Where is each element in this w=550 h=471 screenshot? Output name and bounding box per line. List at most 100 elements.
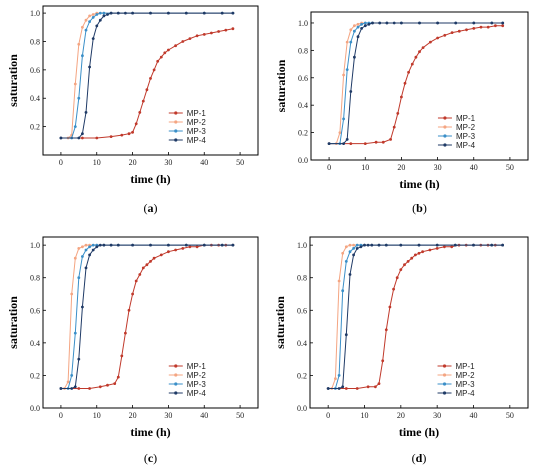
data-point-mp-3 [360, 22, 363, 26]
data-point-mp-1 [435, 247, 439, 250]
data-point-mp-1 [450, 245, 454, 249]
data-point-mp-1 [381, 359, 385, 363]
data-point-mp-4 [59, 387, 63, 390]
data-point-mp-4 [377, 243, 381, 247]
data-point-mp-4 [417, 243, 421, 247]
data-point-mp-1 [149, 77, 152, 80]
series-line-mp-1 [329, 25, 503, 145]
data-point-mp-1 [403, 263, 406, 267]
series-line-mp-3 [60, 12, 233, 139]
x-tick-label: 30 [434, 163, 442, 172]
legend-label: MP-2 [456, 371, 476, 380]
data-point-mp-3 [356, 25, 360, 29]
data-point-mp-1 [414, 55, 418, 59]
data-point-mp-1 [145, 263, 149, 267]
data-point-mp-4 [167, 243, 170, 247]
data-point-mp-3 [84, 248, 88, 252]
data-point-mp-3 [344, 260, 348, 263]
data-point-mp-4 [91, 248, 95, 252]
data-point-mp-4 [131, 243, 135, 247]
legend: MP-1MP-2MP-3MP-4 [168, 109, 207, 145]
y-tick-label: 0.2 [30, 123, 40, 132]
data-point-mp-4 [70, 387, 74, 390]
legend-marker [174, 382, 178, 386]
data-point-mp-3 [341, 289, 345, 293]
data-point-mp-3 [91, 16, 95, 19]
legend-label: MP-2 [187, 371, 207, 380]
data-point-mp-1 [421, 250, 424, 254]
data-point-mp-4 [184, 243, 188, 247]
data-point-mp-1 [417, 251, 421, 255]
data-point-mp-4 [385, 21, 389, 25]
data-point-mp-3 [348, 250, 352, 254]
legend-label: MP-3 [187, 127, 207, 136]
data-point-mp-4 [359, 245, 363, 249]
legend-label: MP-4 [187, 136, 207, 145]
data-point-mp-3 [102, 11, 106, 15]
data-point-mp-3 [81, 54, 84, 58]
legend-marker [174, 111, 178, 115]
data-point-mp-1 [174, 248, 178, 252]
x-tick-label: 10 [93, 411, 101, 420]
data-point-mp-1 [344, 387, 348, 390]
data-point-mp-1 [88, 387, 91, 390]
data-point-mp-1 [349, 142, 353, 146]
data-point-mp-1 [174, 44, 178, 48]
data-point-mp-1 [450, 31, 454, 34]
data-point-mp-4 [73, 385, 77, 389]
data-point-mp-4 [131, 11, 135, 15]
data-point-mp-1 [106, 383, 109, 387]
data-point-mp-2 [81, 245, 84, 249]
data-point-mp-2 [338, 131, 342, 135]
data-point-mp-2 [342, 73, 345, 77]
data-point-mp-4 [501, 243, 504, 247]
panel-caption: (d) [412, 451, 427, 465]
data-point-mp-4 [220, 243, 224, 247]
data-point-mp-1 [429, 40, 432, 44]
legend-label: MP-2 [456, 123, 476, 132]
legend-marker [443, 134, 447, 138]
legend-label: MP-3 [456, 132, 476, 141]
x-tick-label: 10 [361, 411, 369, 420]
data-point-mp-4 [124, 11, 127, 15]
x-tick-label: 50 [506, 163, 514, 172]
x-tick-label: 20 [397, 411, 405, 420]
data-point-mp-1 [159, 55, 163, 59]
data-point-mp-3 [88, 20, 91, 23]
x-tick-label: 40 [470, 163, 478, 172]
data-point-mp-1 [421, 46, 425, 49]
data-point-mp-1 [138, 111, 142, 114]
data-point-mp-4 [490, 21, 494, 25]
y-tick-label: 0.6 [297, 306, 307, 315]
data-point-mp-4 [367, 22, 371, 26]
data-point-mp-2 [66, 380, 70, 384]
data-point-mp-2 [77, 42, 81, 46]
data-point-mp-4 [435, 243, 439, 247]
data-point-mp-1 [188, 245, 192, 249]
data-point-mp-1 [501, 24, 505, 28]
data-point-mp-4 [81, 132, 84, 136]
series-line-mp-1 [328, 244, 503, 389]
data-point-mp-1 [188, 37, 192, 40]
data-point-mp-2 [73, 82, 77, 86]
data-point-mp-3 [91, 243, 95, 247]
x-tick-label: 40 [200, 158, 208, 167]
data-point-mp-4 [102, 14, 106, 18]
x-tick-label: 0 [59, 411, 63, 420]
data-point-mp-1 [410, 62, 414, 66]
data-point-mp-3 [352, 247, 355, 250]
data-point-mp-1 [109, 135, 113, 139]
data-point-mp-4 [371, 21, 374, 25]
legend: MP-1MP-2MP-3MP-4 [168, 362, 207, 398]
data-point-mp-4 [472, 21, 476, 25]
data-point-mp-1 [410, 256, 414, 260]
data-point-mp-2 [73, 256, 77, 260]
data-point-mp-1 [131, 130, 135, 134]
panel-caption: (c) [144, 451, 157, 465]
data-point-mp-1 [384, 328, 388, 332]
data-point-mp-4 [436, 21, 439, 25]
legend-marker [443, 143, 447, 147]
data-point-mp-4 [341, 385, 345, 389]
data-point-mp-4 [202, 11, 206, 15]
x-axis-label: time (h) [399, 425, 439, 439]
